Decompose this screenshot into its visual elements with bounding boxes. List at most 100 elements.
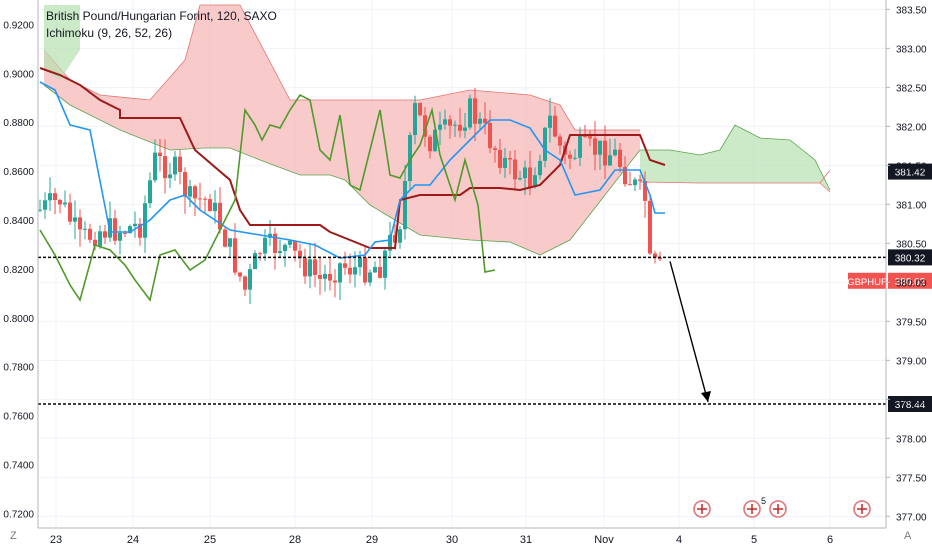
future-span-b [639,181,831,193]
candle-body [608,155,612,166]
candle-body [428,136,432,152]
right-tick-label: 383.00 [896,44,927,55]
x-tick-label: 30 [446,534,458,546]
left-tick-label: 0.8400 [3,216,34,227]
candle-body [273,233,277,253]
candle-body [168,174,172,179]
candle-body [368,272,372,283]
right-tick-label: 377.50 [896,473,927,484]
candle-body [443,119,447,125]
candle-body [38,209,42,211]
axes: 0.9200 0.9000 0.8800 0.8600 0.8400 0.8200 0.80… [3,0,927,546]
candle-body [408,135,412,182]
candle-body [308,259,312,277]
candle-body [618,149,622,167]
candle-body [493,148,497,150]
candle-body [438,124,442,130]
bull-cloud-left [44,5,80,80]
left-tick-label: 0.7400 [3,460,34,471]
candle-body [248,269,252,290]
candle-body [653,253,657,258]
right-tick-label: 380.50 [896,239,927,250]
candle-body [488,122,492,149]
candle-body [383,250,387,278]
candle-body [53,193,57,201]
candle-body [548,115,552,128]
candle-body [358,257,362,268]
candle-body [573,157,577,159]
grid-lines [38,0,886,528]
candle-body [418,103,422,116]
candle-body [88,228,92,240]
candle-body [78,217,82,230]
level-label-bg [888,395,932,412]
candle-body [448,119,452,126]
event-flag-icon[interactable]: 5 [743,496,766,518]
candle-body [483,118,487,123]
candlestick-series [38,87,662,304]
candle-body [303,258,307,277]
candle-body [268,233,272,238]
candle-body [278,251,282,253]
event-icons[interactable]: 5 [693,496,871,518]
candle-body [363,257,367,283]
candle-body [378,267,382,278]
candle-body [63,202,67,205]
candle-body [478,118,482,124]
candle-body [288,240,292,245]
candle-body [243,276,247,290]
chart-legend: British Pound/Hungarian Forint, 120, SAX… [46,8,277,42]
kijun-label: 381.42 [895,168,926,179]
right-tick-label: 378.50 [896,395,927,406]
candle-body [468,98,472,128]
right-tick-label: 382.00 [896,122,927,133]
right-tick-label: 377.00 [896,512,927,523]
chikou-line [39,93,496,302]
candle-body [503,157,507,168]
candle-body [583,136,587,138]
span-b-line [43,84,641,256]
candle-body [113,218,117,241]
candle-body [158,152,162,157]
event-flag-icon[interactable] [693,500,711,518]
candle-body [48,193,52,201]
symbol-label: GBPHUF [847,277,887,288]
candle-body [183,172,187,197]
candle-body [198,198,202,200]
level-label: 378.44 [895,400,926,411]
candle-body [203,198,207,200]
x-tick-label: 25 [204,534,216,546]
event-flag-icon[interactable] [769,500,787,518]
candle-body [593,138,597,155]
x-tick-label: 6 [827,534,833,546]
candle-body [538,160,542,176]
candle-body [328,273,332,281]
right-tick-label: 379.50 [896,317,927,328]
timezone-button[interactable]: Z [10,530,17,542]
level-label: 380.32 [895,253,926,264]
right-tick-label: 381.00 [896,200,927,211]
candle-body [403,181,407,230]
auto-scale-button[interactable]: A [904,530,912,542]
candle-body [338,263,342,283]
plot-area [38,0,886,528]
candle-body [513,159,517,180]
candle-body [348,267,352,275]
candle-body [258,253,262,255]
candle-body [123,232,127,234]
event-flag-icon[interactable] [853,500,871,518]
candle-body [523,167,527,179]
indicator-label[interactable]: Ichimoku (9, 26, 52, 26) [46,26,173,40]
candle-body [193,186,197,199]
left-tick-label: 0.8000 [3,314,34,325]
price-markers: 381.42 380.32 378.44 380.02 GBPHUF [38,163,932,412]
candle-body [153,152,157,181]
candle-body [178,156,182,173]
candle-body [313,259,317,275]
candle-body [228,238,232,247]
left-tick-label: 0.7200 [3,509,34,520]
candle-body [128,226,132,234]
right-tick-label: 382.50 [896,83,927,94]
candle-body [103,231,107,238]
